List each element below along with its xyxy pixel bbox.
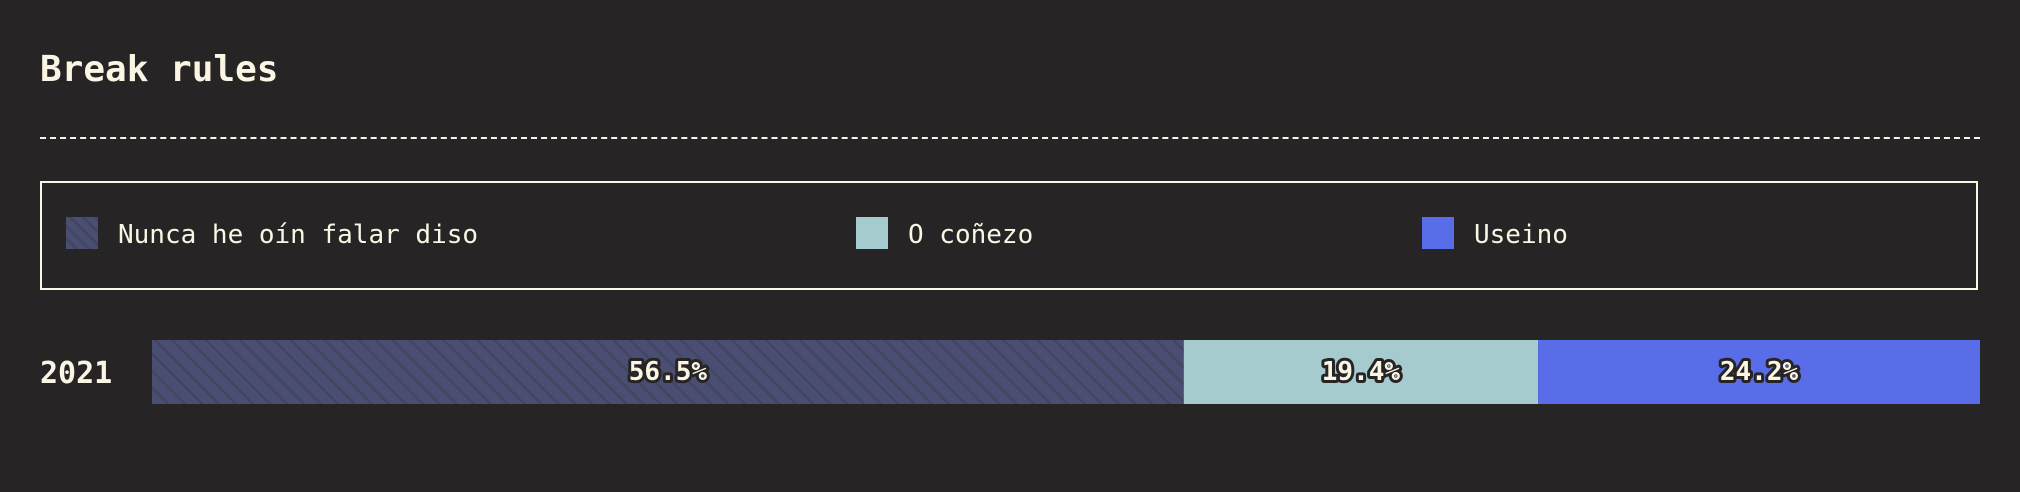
- legend-label-0: Nunca he oín falar diso: [118, 220, 479, 250]
- stacked-bar-2021: 56.5% 19.4% 24.2%: [152, 340, 1980, 404]
- chart-title: Break rules: [40, 49, 279, 90]
- legend-item-1: O coñezo: [856, 217, 1034, 250]
- legend-item-2: Useino: [1422, 217, 1568, 250]
- legend-label-1: O coñezo: [908, 220, 1034, 250]
- bar-segment-label-1: 19.4%: [1322, 357, 1401, 387]
- legend-swatch-0: [66, 217, 98, 249]
- bar-segment-1: [1183, 340, 1539, 404]
- category-label-2021: 2021: [40, 356, 113, 391]
- legend-swatch-2: [1422, 217, 1454, 249]
- bar-segment-label-0: 56.5%: [629, 357, 708, 387]
- bar-segment-2: [1538, 340, 1980, 404]
- legend-label-2: Useino: [1474, 220, 1568, 250]
- legend-item-0: Nunca he oín falar diso: [66, 217, 479, 250]
- bar-segment-0: [152, 340, 1184, 404]
- legend: Nunca he oín falar diso O coñezo Useino: [40, 181, 1978, 290]
- title-divider: [40, 137, 1980, 139]
- legend-swatch-1: [856, 217, 888, 249]
- bar-segment-label-2: 24.2%: [1720, 357, 1799, 387]
